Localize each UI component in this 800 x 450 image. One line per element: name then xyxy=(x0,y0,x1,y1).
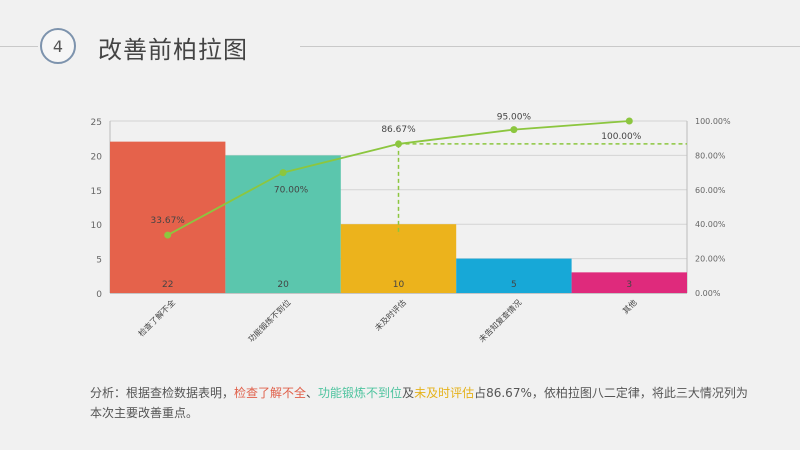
cumulative-label: 33.67% xyxy=(151,216,186,226)
y-right-tick-label: 60.00% xyxy=(695,186,726,195)
y-left-tick-label: 20 xyxy=(91,152,103,162)
analysis-item-1: 检查了解不全 xyxy=(234,386,307,400)
y-right-tick-label: 80.00% xyxy=(695,151,726,160)
y-left-tick-label: 25 xyxy=(91,118,102,128)
cumulative-label: 100.00% xyxy=(601,132,641,142)
bar-value-label: 10 xyxy=(393,280,405,290)
cumulative-point xyxy=(625,117,633,125)
x-tick-label: 未及时评估 xyxy=(373,297,408,332)
analysis-item-2: 功能锻炼不到位 xyxy=(318,386,403,400)
x-tick-label: 未告知复查情况 xyxy=(477,297,524,344)
bar-value-label: 20 xyxy=(277,280,289,290)
bar-value-label: 22 xyxy=(162,280,173,290)
cumulative-label: 86.67% xyxy=(381,125,416,135)
x-tick-label: 功能锻炼不到位 xyxy=(246,297,293,344)
analysis-suffix: 占86.67%，依柏拉图八二定律，将此三大情况列为本次主要改善重点。 xyxy=(90,386,748,420)
bar xyxy=(571,272,687,293)
page-title: 改善前柏拉图 xyxy=(98,36,248,64)
analysis-item-3: 未及时评估 xyxy=(414,386,475,400)
header-rule-right xyxy=(300,46,800,47)
y-right-tick-label: 0.00% xyxy=(695,289,721,298)
y-left-tick-label: 15 xyxy=(91,187,102,197)
y-left-tick-label: 5 xyxy=(96,256,102,266)
analysis-prefix: 分析：根据查检数据表明， xyxy=(90,386,235,400)
bar-value-label: 5 xyxy=(511,280,517,290)
y-right-tick-label: 20.00% xyxy=(695,255,726,264)
cumulative-label: 95.00% xyxy=(497,113,532,123)
analysis-sep-1: 、 xyxy=(306,386,319,400)
bar xyxy=(340,224,457,293)
cumulative-label: 70.00% xyxy=(274,186,309,196)
analysis-sep-2: 及 xyxy=(402,386,415,400)
bar-value-label: 3 xyxy=(626,280,632,290)
bar xyxy=(456,258,572,293)
cumulative-point xyxy=(164,231,172,239)
y-left-tick-label: 0 xyxy=(96,290,102,300)
bar xyxy=(225,155,341,293)
y-right-tick-label: 40.00% xyxy=(695,220,726,229)
x-tick-label: 其他 xyxy=(620,297,638,315)
cumulative-point xyxy=(279,169,287,177)
y-left-tick-label: 10 xyxy=(91,221,103,231)
analysis-text: 分析：根据查检数据表明，检查了解不全、功能锻炼不到位及未及时评估占86.67%，… xyxy=(90,383,750,423)
slide-number-badge: 4 xyxy=(40,28,76,64)
header-rule-left xyxy=(0,46,38,47)
x-tick-label: 检查了解不全 xyxy=(136,297,177,338)
cumulative-point xyxy=(395,140,402,148)
y-right-tick-label: 100.00% xyxy=(695,117,731,126)
cumulative-point xyxy=(510,126,518,134)
bar xyxy=(110,141,226,293)
